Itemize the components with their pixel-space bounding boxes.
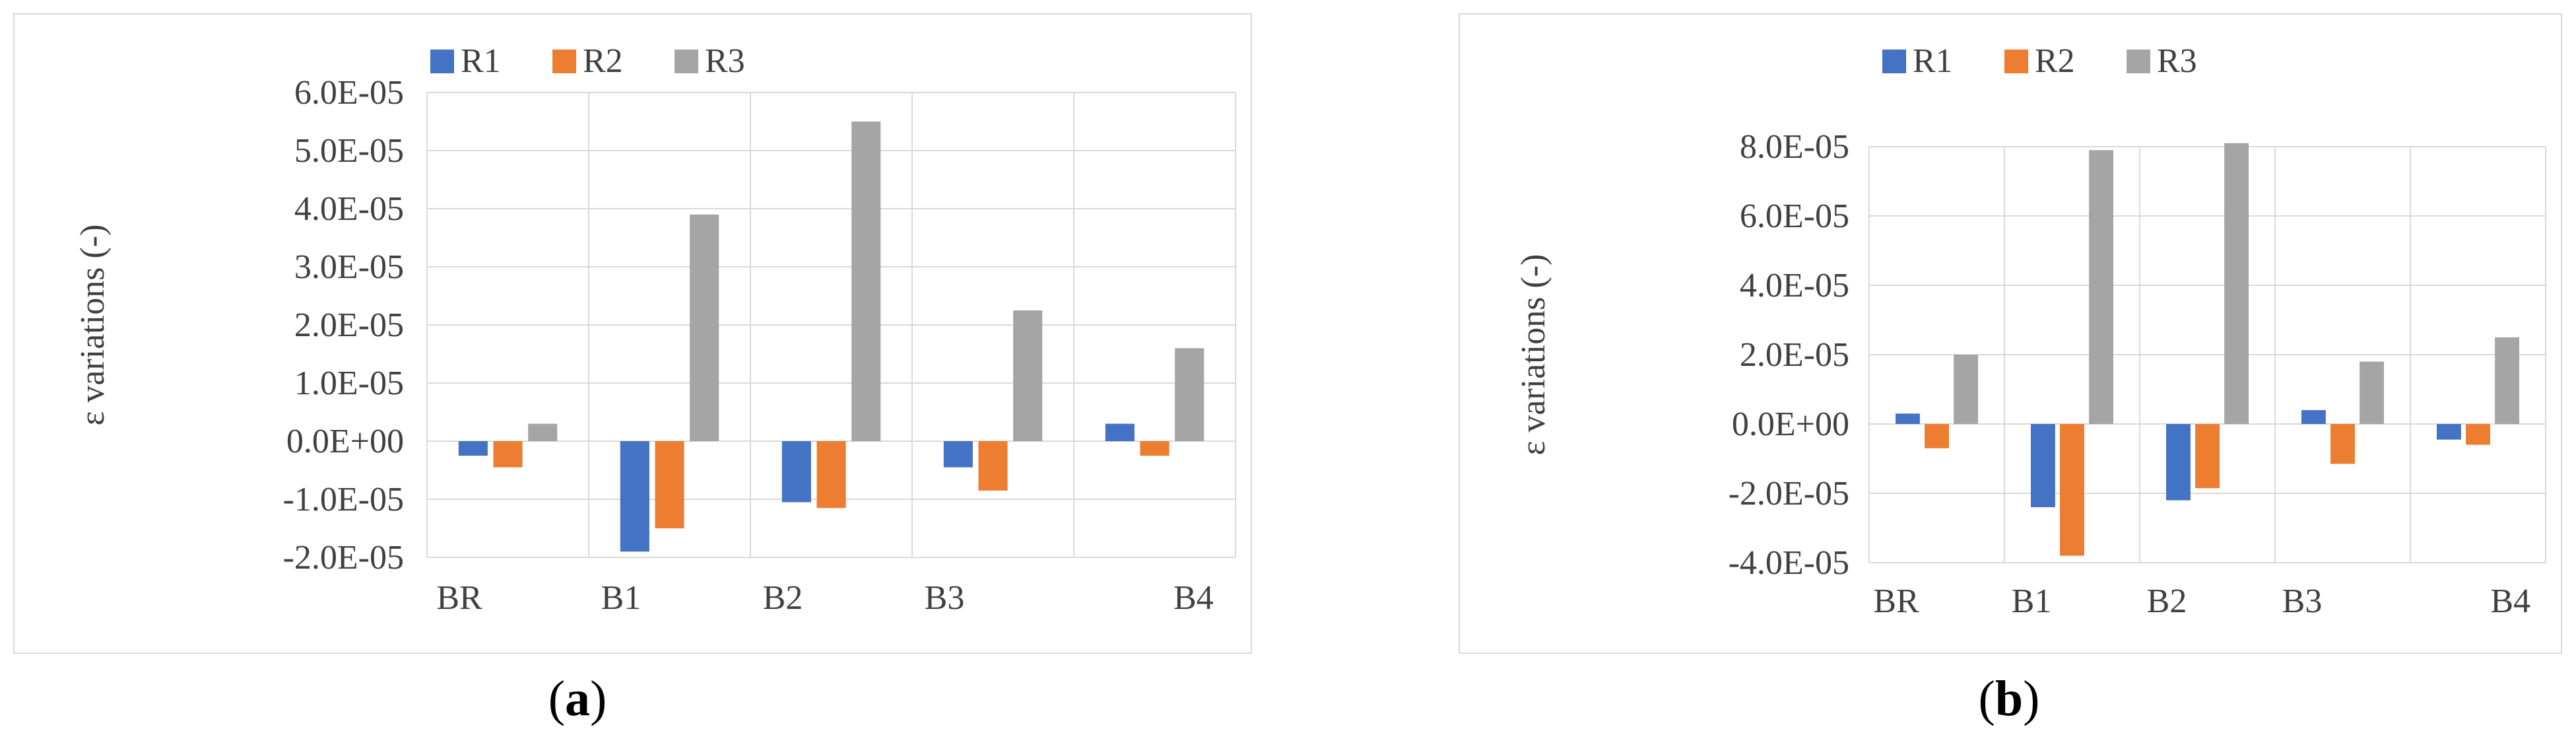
chart-a-bar-r1-b3 [943,441,973,468]
chart-a-ytick-label: 0.0E+00 [286,423,404,460]
chart-a-bar-r3-br [528,423,558,441]
chart-b-bar-r3-b4 [2495,337,2520,424]
chart-b-bar-r2-b2 [2195,424,2220,489]
chart-panel-a: -2.0E-05 -1.0E-05 0.0E+00 1.0E-05 2.0E-05 3.0… [13,13,1252,654]
chart-b-bar-r3-b2 [2224,143,2249,424]
chart-b-bar-r2-b3 [2330,424,2355,464]
chart-b-legend-swatch-r2 [2004,50,2028,73]
chart-b-ytick-label: 8.0E-05 [1740,128,1849,166]
chart-b-bar-r1-b3 [2301,410,2326,424]
chart-b-legend-label-r3: R3 [2157,42,2197,80]
chart-a-legend-label-r1: R1 [461,42,501,80]
chart-a-legend-swatch-r3 [675,50,698,73]
caption-b: (b) [1943,670,2075,728]
chart-b-category-label: B4 [2490,582,2530,620]
chart-a-category-label: B1 [601,579,642,617]
chart-b-bar-r2-b4 [2466,424,2490,445]
chart-a-bar-r2-b1 [655,441,684,528]
chart-a-ytick-label: 2.0E-05 [294,306,404,344]
chart-a-ytick-label: 3.0E-05 [294,248,404,286]
chart-a-ytick-label: 6.0E-05 [294,74,404,112]
chart-b-legend-label-r2: R2 [2035,42,2075,80]
chart-b-ytick-label: -2.0E-05 [1729,475,1849,512]
chart-b-bar-r2-br [1925,424,1949,448]
chart-a-category-label: B2 [763,579,803,617]
chart-b-category-label: BR [1873,582,1919,620]
chart-b-legend-swatch-r1 [1882,50,1906,73]
chart-a-ytick-label: 1.0E-05 [294,365,404,402]
chart-a-svg: -2.0E-05 -1.0E-05 0.0E+00 1.0E-05 2.0E-05 3.0… [74,42,1236,617]
chart-a-ytick-label: 5.0E-05 [294,132,404,170]
chart-b-bar-r1-b4 [2436,424,2461,440]
chart-a-bar-r3-b2 [851,122,881,441]
chart-a-category-label: B4 [1173,579,1214,617]
chart-b-bar-r2-b1 [2060,424,2084,556]
chart-a-legend-label-r2: R2 [583,42,623,80]
chart-b-ylabel: ε variations (-) [1515,254,1552,456]
chart-a-bar-r2-b3 [978,441,1008,491]
chart-a-bar-r1-b4 [1105,423,1135,441]
chart-b-ytick-label: 6.0E-05 [1740,197,1849,235]
chart-a-bar-r1-b2 [781,441,811,503]
chart-b-category-label: B3 [2282,582,2323,620]
chart-b-ytick-label: 0.0E+00 [1732,406,1849,443]
chart-a-category-label: B3 [925,579,965,617]
chart-a-bar-r2-br [493,441,523,468]
caption-b-close: ) [2023,671,2040,726]
chart-panel-b: -4.0E-05 -2.0E-05 0.0E+00 2.0E-05 4.0E-05 6.0… [1459,13,2562,654]
chart-b-bar-r3-b1 [2089,150,2114,424]
chart-a-bar-r2-b2 [816,441,846,509]
chart-a-legend-swatch-r1 [430,50,454,73]
chart-a-bar-r3-b4 [1175,348,1205,441]
chart-b-ytick-label: -4.0E-05 [1729,544,1849,582]
chart-a-ytick-label: -2.0E-05 [283,539,404,577]
chart-b-category-label: B2 [2147,582,2187,620]
chart-a-bar-r1-br [458,441,488,456]
caption-a-close: ) [590,671,607,726]
chart-b-legend-label-r1: R1 [1913,42,1953,80]
chart-b-bar-r3-b3 [2360,361,2385,424]
caption-b-open: ( [1978,671,1995,726]
chart-a-bar-r1-b1 [620,441,649,552]
chart-b-bar-r1-b2 [2165,424,2191,501]
chart-a-bar-r3-b3 [1013,310,1043,441]
chart-a-category-label: BR [436,579,482,617]
chart-b-category-label: B1 [2012,582,2052,620]
chart-a-ytick-label: -1.0E-05 [283,481,404,518]
caption-b-label: b [1995,671,2024,726]
chart-a-legend-label-r3: R3 [705,42,745,80]
chart-b-svg: -4.0E-05 -2.0E-05 0.0E+00 2.0E-05 4.0E-05 6.0… [1515,42,2546,620]
chart-b-ytick-label: 4.0E-05 [1740,267,1849,304]
chart-b-ytick-label: 2.0E-05 [1740,336,1849,374]
chart-b-bar-r1-b1 [2030,424,2055,507]
chart-b-legend-swatch-r3 [2127,50,2150,73]
chart-a-bar-r3-b1 [690,214,719,441]
caption-a: (a) [512,670,644,728]
caption-a-open: ( [548,671,565,726]
chart-a-ylabel: ε variations (-) [74,225,112,426]
chart-a-ytick-label: 4.0E-05 [294,190,404,228]
chart-a-legend-swatch-r2 [552,50,576,73]
caption-a-label: a [565,671,590,726]
chart-b-bar-r3-br [1954,355,1979,424]
chart-b-bar-r1-br [1895,413,1920,424]
chart-a-bar-r2-b4 [1140,441,1170,456]
